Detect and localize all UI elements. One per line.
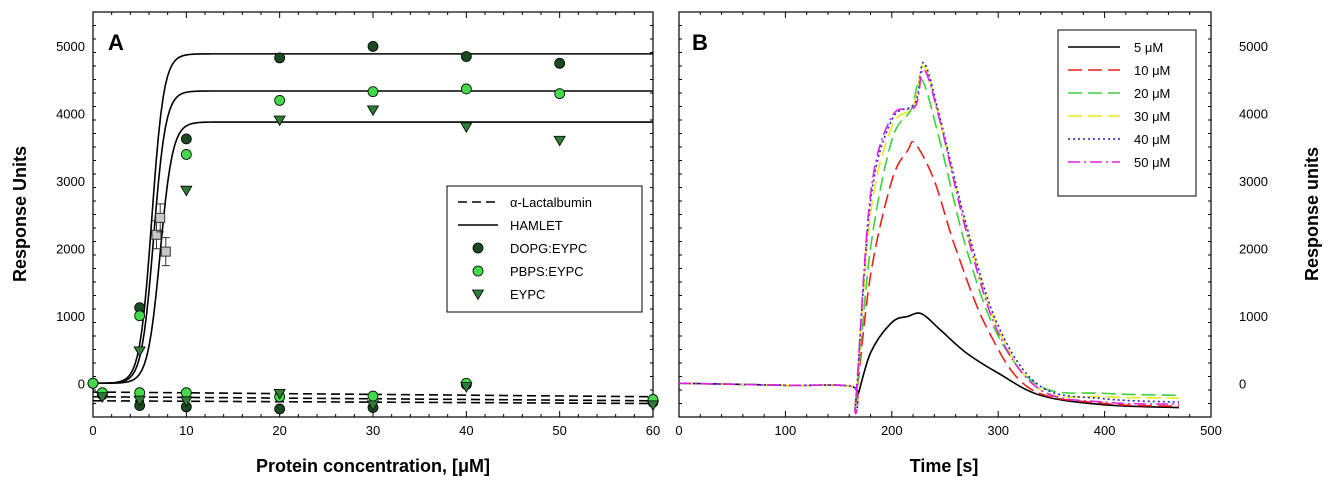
x-tick-label: 60: [646, 423, 660, 438]
x-tick-label: 500: [1200, 423, 1222, 438]
data-point-dopg-eypc: [180, 133, 192, 145]
legend-label: 5 μM: [1134, 40, 1163, 55]
data-point-dopg-eypc: [274, 403, 286, 415]
panel-a-x-axis-title: Protein concentration, [μM]: [256, 456, 490, 476]
data-point-eypc: [366, 105, 380, 117]
data-point-pbps-eypc: [180, 387, 192, 399]
x-tick-label: 30: [366, 423, 380, 438]
panel-a-y-axis-title: Response Units: [10, 146, 30, 282]
data-point-pbps-eypc: [87, 377, 99, 389]
legend-label: 30 μM: [1134, 109, 1170, 124]
panel-b-legend-box: [1057, 29, 1197, 197]
panel-b-legend: 5 μM 10 μM 20 μM 30 μM 40 μM 50 μM: [1057, 29, 1197, 197]
legend-label: 50 μM: [1134, 155, 1170, 170]
data-point-eypc: [180, 185, 193, 197]
x-tick-label: 50: [552, 423, 566, 438]
data-point-eypc: [133, 395, 146, 407]
data-point-eypc: [646, 400, 660, 412]
x-tick-label: 40: [459, 423, 473, 438]
data-point-dopg-eypc: [367, 41, 379, 52]
x-tick-label: 0: [675, 423, 682, 438]
y-tick-label: 3000: [1239, 174, 1268, 189]
legend-swatch-marker: [472, 242, 484, 254]
data-point-eypc: [273, 388, 286, 400]
data-point-pbps-eypc: [134, 310, 146, 322]
panel-a: 0 10 20 30 40 50 60 0 1000 2000 3000 4000 5000 A Pro…: [10, 11, 660, 476]
panel-a-legend: α-Lactalbumin HAMLET DOPG:EYPC PBPS:EYPC EYP…: [446, 185, 643, 313]
series-line-40um: [678, 61, 1180, 414]
x-tick-label: 200: [881, 423, 903, 438]
legend-label: α-Lactalbumin: [510, 195, 592, 210]
y-tick-label: 2000: [1239, 241, 1268, 256]
data-point-dopg-eypc: [554, 57, 566, 69]
x-tick-label: 0: [89, 423, 96, 438]
y-tick-label: 0: [1239, 376, 1246, 391]
data-point-eypc: [460, 122, 473, 134]
x-tick-label: 400: [1094, 423, 1116, 438]
legend-label: DOPG:EYPC: [510, 241, 587, 256]
y-tick-label: 0: [78, 376, 85, 391]
y-tick-label: 3000: [56, 174, 85, 189]
data-point-pbps-eypc: [180, 149, 192, 160]
legend-label: 40 μM: [1134, 132, 1170, 147]
panel-a-data-points: [87, 41, 660, 415]
panel-b-x-axis-title: Time [s]: [910, 456, 979, 476]
data-point-eypc: [96, 392, 109, 404]
data-point-dopg-eypc: [460, 51, 472, 62]
x-tick-label: 10: [179, 423, 193, 438]
legend-label: 10 μM: [1134, 63, 1170, 78]
y-tick-label: 1000: [1239, 309, 1268, 324]
y-tick-label: 4000: [56, 106, 85, 121]
panel-a-letter: A: [108, 30, 124, 55]
y-tick-label: 5000: [56, 39, 85, 54]
data-point-eypc: [180, 396, 193, 408]
x-tick-label: 300: [987, 423, 1009, 438]
data-point-error-squares: [155, 212, 166, 223]
data-point-eypc: [273, 115, 286, 127]
data-point-error-squares: [160, 246, 171, 257]
y-tick-label: 4000: [1239, 106, 1268, 121]
panel-b-y-axis-title: Response units: [1302, 147, 1322, 281]
y-tick-label: 5000: [1239, 39, 1268, 54]
y-tick-label: 1000: [56, 309, 85, 324]
data-point-eypc: [133, 346, 146, 358]
series-line-30um: [678, 65, 1180, 413]
legend-label: EYPC: [510, 287, 545, 302]
panel-b-series-lines: [678, 61, 1180, 415]
data-point-pbps-eypc: [274, 95, 286, 106]
legend-swatch-marker: [471, 289, 485, 301]
legend-label: PBPS:EYPC: [510, 264, 584, 279]
data-point-pbps-eypc: [460, 83, 472, 95]
series-line-20um: [678, 78, 1180, 411]
data-point-pbps-eypc: [554, 88, 566, 100]
data-point-eypc: [553, 135, 566, 147]
series-line-50um: [678, 68, 1180, 415]
legend-label: HAMLET: [510, 218, 563, 233]
data-point-pbps-eypc: [367, 86, 379, 98]
data-point-dopg-eypc: [274, 52, 286, 64]
data-point-eypc: [460, 382, 473, 393]
y-tick-label: 2000: [56, 241, 85, 256]
panel-a-ticks: 0 10 20 30 40 50 60 0 1000 2000 3000 4000 5000: [56, 11, 660, 438]
x-tick-label: 20: [272, 423, 286, 438]
data-point-pbps-eypc: [367, 390, 379, 402]
x-tick-label: 100: [775, 423, 797, 438]
legend-swatch-marker: [472, 265, 484, 277]
panel-b-letter: B: [692, 30, 708, 55]
data-point-eypc: [366, 400, 380, 412]
hamlet-fit-line: [92, 53, 653, 385]
legend-label: 20 μM: [1134, 86, 1170, 101]
data-point-error-squares: [151, 229, 162, 240]
hamlet-fit-line: [93, 121, 653, 385]
